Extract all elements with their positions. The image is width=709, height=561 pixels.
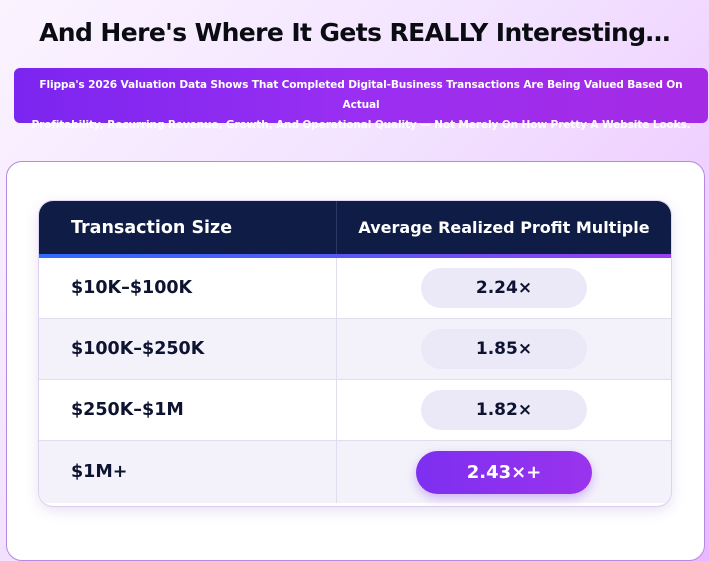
info-banner: Flippa's 2026 Valuation Data Shows That … (14, 68, 708, 131)
column-header-transaction-size: Transaction Size (39, 201, 337, 254)
highlighted-multiple-pill: 2.43×+ (416, 450, 592, 494)
multiple-cell: 2.43×+ (337, 441, 671, 503)
transaction-size-cell: $1M+ (39, 441, 337, 503)
table-row: $250K–$1M 1.82× (39, 380, 671, 441)
multiple-cell: 1.85× (337, 319, 671, 379)
page-headline: And Here's Where It Gets REALLY Interest… (39, 18, 670, 47)
transaction-size-cell: $250K–$1M (39, 380, 337, 440)
multiple-cell: 2.24× (337, 258, 671, 318)
header-accent-rule (39, 254, 671, 258)
column-header-profit-multiple: Average Realized Profit Multiple (358, 218, 650, 237)
banner-line-1: Flippa's 2026 Valuation Data Shows That … (39, 79, 683, 111)
multiple-cell: 1.82× (337, 380, 671, 440)
table-row: $100K–$250K 1.85× (39, 319, 671, 380)
table-row-highlighted: $1M+ 2.43×+ (39, 441, 671, 503)
banner-line-2: Profitability, Recurring Revenue, Growth… (31, 119, 691, 131)
table-header: Transaction Size Average Realized Profit… (39, 201, 671, 254)
transaction-size-cell: $100K–$250K (39, 319, 337, 379)
table-row: $10K–$100K 2.24× (39, 258, 671, 319)
multiple-pill: 1.82× (421, 390, 587, 430)
multiple-pill: 1.85× (421, 329, 587, 369)
transaction-size-cell: $10K–$100K (39, 258, 337, 318)
multiple-pill: 2.24× (421, 268, 587, 308)
multiples-table: Transaction Size Average Realized Profit… (39, 201, 671, 506)
